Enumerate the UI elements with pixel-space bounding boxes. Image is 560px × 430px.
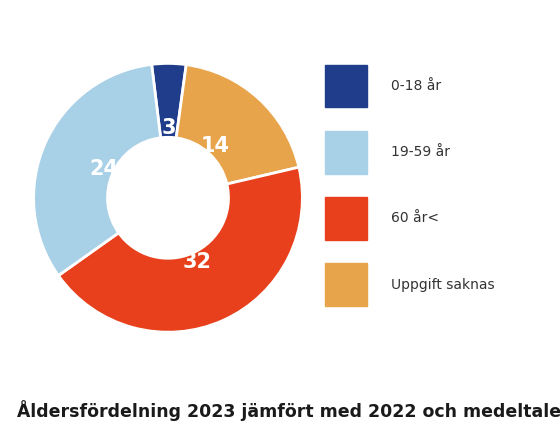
Text: 32: 32 xyxy=(183,252,211,272)
Wedge shape xyxy=(58,167,302,332)
Bar xyxy=(325,197,367,240)
Text: 3: 3 xyxy=(161,118,176,138)
Text: 14: 14 xyxy=(200,136,230,156)
Text: 0-18 år: 0-18 år xyxy=(391,79,441,93)
Wedge shape xyxy=(176,64,299,184)
Text: 60 år<: 60 år< xyxy=(391,212,438,225)
Bar xyxy=(325,263,367,306)
Bar xyxy=(325,131,367,173)
Text: 24: 24 xyxy=(90,160,118,179)
Wedge shape xyxy=(34,64,161,276)
Text: Åldersfördelning 2023 jämfört med 2022 och medeltale: Åldersfördelning 2023 jämfört med 2022 o… xyxy=(17,400,560,421)
Text: Uppgift saknas: Uppgift saknas xyxy=(391,278,494,292)
Bar xyxy=(325,64,367,107)
Text: 19-59 år: 19-59 år xyxy=(391,145,450,159)
Wedge shape xyxy=(152,63,186,138)
